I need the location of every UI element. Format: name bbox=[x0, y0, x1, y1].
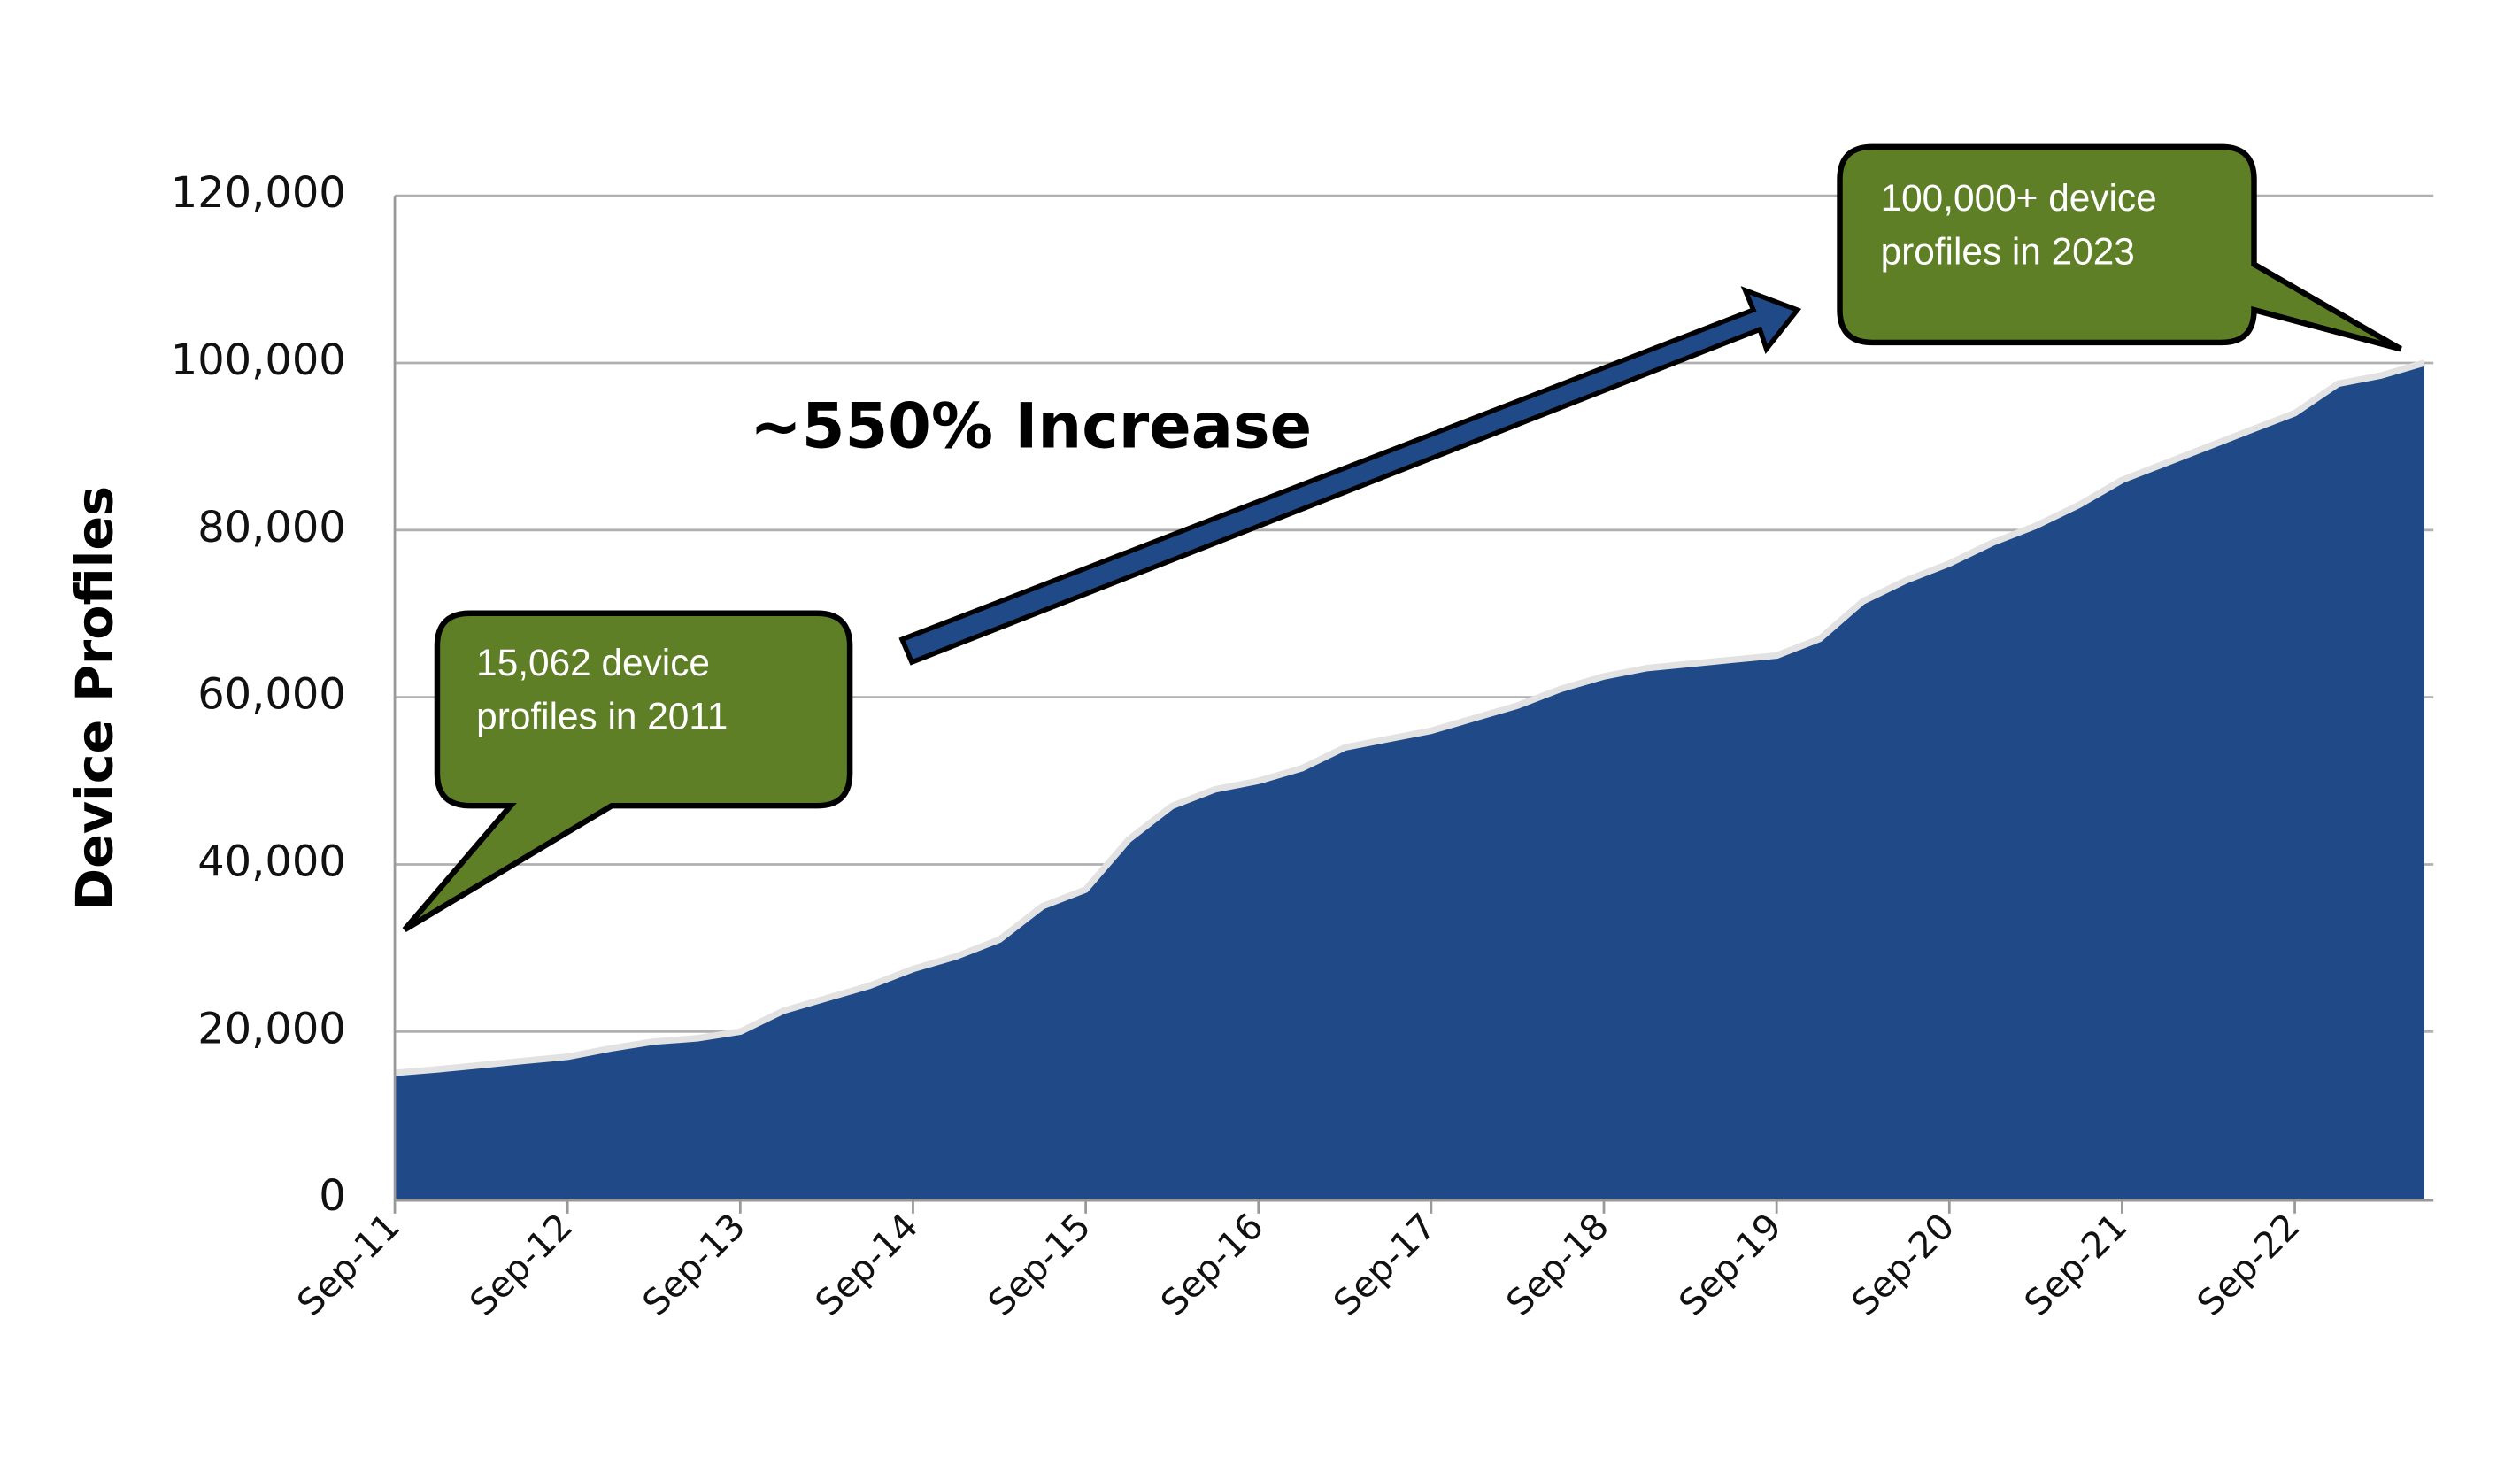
callout-2011 bbox=[402, 610, 853, 932]
x-tick-label: Sep-21 bbox=[2016, 1205, 2136, 1324]
increase-annotation: ~550% Increase bbox=[750, 390, 1312, 462]
x-tick-label: Sep-16 bbox=[1152, 1205, 1272, 1324]
y-tick-label: 0 bbox=[319, 1172, 345, 1221]
y-axis-title: Device Profiles bbox=[66, 486, 124, 910]
y-tick-label: 60,000 bbox=[197, 671, 346, 720]
callout-2023 bbox=[1837, 143, 2402, 352]
callout-text: profiles in 2011 bbox=[476, 696, 728, 737]
y-tick-label: 100,000 bbox=[171, 336, 346, 385]
increase-arrow bbox=[898, 286, 1802, 666]
y-tick-label: 40,000 bbox=[197, 838, 346, 887]
plot bbox=[394, 359, 2425, 1199]
x-tick-label: Sep-11 bbox=[289, 1205, 408, 1324]
callout-text: 100,000+ device bbox=[1881, 177, 2157, 219]
x-tick-label: Sep-18 bbox=[1498, 1205, 1617, 1324]
y-tick-label: 80,000 bbox=[197, 504, 346, 552]
area bbox=[395, 362, 2424, 1199]
x-tick-label: Sep-19 bbox=[1670, 1205, 1790, 1324]
x-tick-label: Sep-12 bbox=[461, 1205, 581, 1324]
x-tick-label: Sep-22 bbox=[2189, 1205, 2308, 1324]
y-tick-label: 20,000 bbox=[197, 1005, 346, 1053]
callout-text: profiles in 2023 bbox=[1881, 231, 2135, 273]
x-tick-label: Sep-14 bbox=[807, 1205, 927, 1324]
y-tick-label: 120,000 bbox=[171, 169, 346, 218]
callout-text: 15,062 device bbox=[476, 642, 710, 683]
area-edge bbox=[394, 359, 2425, 1076]
x-tick-label: Sep-13 bbox=[634, 1205, 753, 1324]
x-tick-label: Sep-20 bbox=[1843, 1205, 1962, 1324]
x-tick-label: Sep-15 bbox=[980, 1205, 1099, 1324]
x-tick-label: Sep-17 bbox=[1325, 1205, 1445, 1324]
